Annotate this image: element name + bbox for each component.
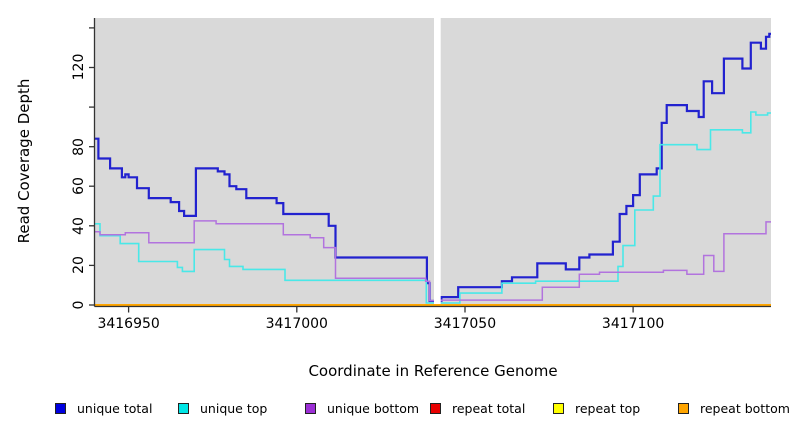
legend: unique total unique top unique bottom repea… (0, 398, 792, 420)
legend-item: unique top (178, 398, 267, 418)
series-line-unique-total (95, 32, 771, 303)
y-tick-label: 120 (71, 54, 87, 81)
x-axis-title: Coordinate in Reference Genome (308, 362, 558, 380)
y-tick-label: 60 (71, 177, 87, 196)
legend-label: repeat total (452, 400, 526, 416)
legend-item: repeat total (430, 398, 525, 418)
legend-label: unique top (200, 400, 268, 416)
y-tick-label: 0 (71, 300, 87, 310)
legend-label: repeat top (575, 400, 641, 416)
legend-swatch-icon (305, 402, 316, 414)
plot-background (95, 18, 771, 305)
x-tick-label: 3417100 (601, 316, 665, 332)
legend-label: repeat bottom (700, 400, 790, 416)
missing-data-band (434, 15, 441, 304)
y-tick-label: 20 (71, 256, 87, 275)
series-line-unique-bottom (95, 220, 771, 302)
legend-item: repeat bottom (678, 398, 790, 418)
legend-swatch-icon (430, 402, 441, 414)
y-axis-title: Read Coverage Depth (15, 78, 33, 244)
y-tick-label: 40 (71, 216, 87, 235)
legend-item: unique total (55, 398, 152, 418)
x-tick-label: 3416950 (97, 316, 160, 332)
series-line-unique-top (95, 111, 771, 304)
legend-swatch-icon (178, 402, 189, 414)
legend-swatch-icon (678, 402, 689, 414)
x-tick-label: 3417000 (265, 316, 328, 332)
legend-label: unique bottom (327, 400, 420, 416)
y-tick-label: 80 (71, 137, 87, 156)
legend-swatch-icon (553, 402, 564, 414)
legend-label: unique total (77, 400, 153, 416)
x-tick-label: 3417050 (433, 316, 497, 332)
legend-item: repeat top (553, 398, 640, 418)
legend-item: unique bottom (305, 398, 419, 418)
legend-swatch-icon (55, 402, 66, 414)
